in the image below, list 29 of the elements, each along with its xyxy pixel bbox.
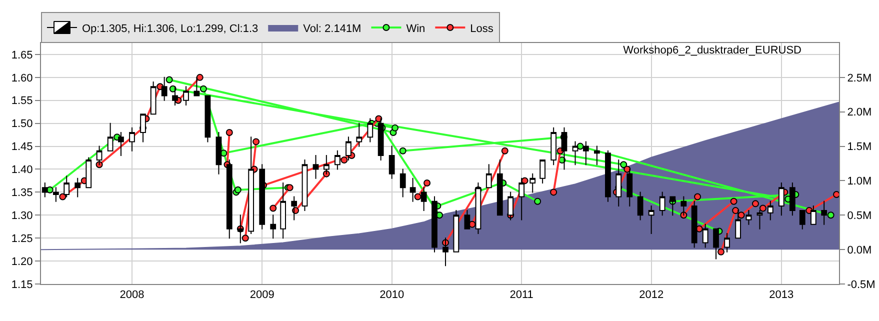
y-tick-label: 1.20 [11, 256, 33, 268]
y2-tick-label: -0.5M [847, 278, 876, 291]
y-tick-label: 1.50 [11, 118, 33, 130]
y-tick-label: 1.30 [11, 210, 33, 222]
x-tick-label: 2008 [120, 289, 144, 302]
y2-tick-label: 2.0M [847, 106, 872, 119]
y2-tick-label: 0.0M [847, 244, 872, 256]
y2-tick-label: 0.5M [847, 210, 872, 222]
y2-tick-label: 1.5M [847, 141, 872, 154]
chart-title: Workshop6_2_dusktrader_EURUSD [623, 44, 802, 57]
x-tick-label: 2010 [380, 289, 404, 302]
legend-label: Win [406, 22, 426, 35]
legend-label: Loss [470, 22, 494, 35]
y-tick-label: 1.45 [11, 141, 33, 154]
y2-tick-label: 2.5M [847, 72, 872, 84]
x-tick-label: 2012 [639, 289, 664, 302]
y-tick-label: 1.40 [11, 164, 33, 176]
x-tick-label: 2011 [510, 289, 534, 302]
legend-label: Op:1.305, Hi:1.306, Lo:1.299, Cl:1.3 [82, 22, 258, 35]
x-tick-label: 2009 [250, 289, 274, 302]
x-tick-label: 2013 [769, 289, 794, 302]
y2-tick-label: 1.0M [847, 176, 872, 188]
y-tick-label: 1.60 [11, 72, 33, 84]
y-tick-label: 1.15 [11, 278, 33, 291]
y-tick-label: 1.65 [11, 49, 33, 62]
y-tick-label: 1.25 [11, 232, 33, 245]
y-tick-label: 1.35 [11, 187, 33, 200]
legend-label: Vol: 2.141M [303, 22, 362, 35]
y-tick-label: 1.55 [11, 95, 33, 108]
